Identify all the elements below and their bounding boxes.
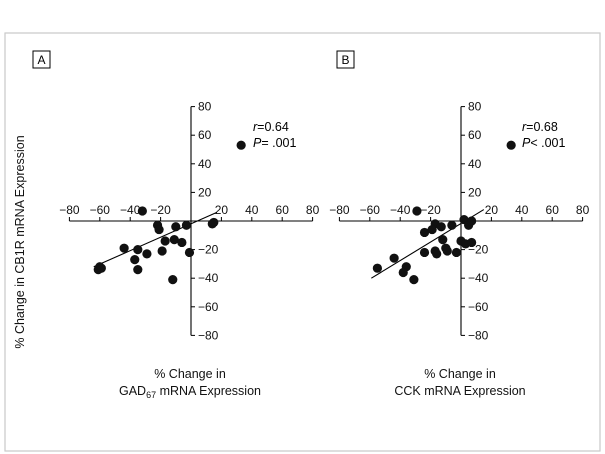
data-point: [451, 247, 462, 258]
data-point: [168, 275, 178, 285]
x-axis-label-line2: CCK mRNA Expression: [394, 384, 525, 398]
y-tick-label: 60: [468, 128, 482, 142]
x-tick-label: 40: [515, 203, 529, 217]
data-point: [169, 234, 179, 245]
data-point: [133, 265, 143, 275]
data-point: [177, 237, 187, 248]
y-tick-label: 80: [468, 100, 482, 114]
x-tick-label: 80: [306, 203, 320, 217]
data-point: [419, 247, 430, 258]
data-point: [442, 246, 452, 256]
data-point: [130, 255, 140, 265]
x-axis-label-line2: GAD67 mRNA Expression: [119, 384, 261, 400]
x-tick-label: −20: [420, 203, 441, 217]
data-point: [506, 140, 516, 150]
panel-letter-box: [336, 50, 355, 69]
data-point: [412, 206, 422, 216]
stat-p: P= .001: [253, 136, 296, 150]
panel-letter: B: [341, 53, 349, 67]
data-point: [427, 224, 437, 235]
x-axis-label-line1: % Change in: [154, 367, 226, 381]
data-point: [447, 220, 457, 230]
y-tick-label: −60: [198, 300, 219, 314]
x-tick-label: 20: [485, 203, 499, 217]
stat-p: P< .001: [522, 136, 565, 150]
data-point: [432, 249, 442, 259]
stat-r: r=0.64: [253, 120, 289, 134]
panel-a: A −80 −60 −40 −20 20 40 60 80 80 60 40 20 −20 −40 −60 −8…: [32, 50, 320, 400]
data-point: [157, 246, 167, 256]
data-point: [372, 263, 382, 273]
data-point: [171, 222, 181, 232]
data-point: [467, 216, 477, 226]
x-tick-label: −60: [360, 203, 381, 217]
y-tick-label: −40: [468, 271, 489, 285]
x-tick-label: −40: [390, 203, 411, 217]
x-tick-label: 80: [576, 203, 590, 217]
y-tick-label: −80: [198, 328, 219, 342]
data-point: [209, 217, 219, 228]
stat-r: r=0.68: [522, 120, 558, 134]
x-tick-label: −20: [150, 203, 171, 217]
data-point: [142, 249, 152, 259]
data-point: [438, 234, 448, 245]
panel-b: B−80 −60 −40 −20 20 40 60 8080604020−20−40−60−8…: [329, 50, 590, 398]
panel-letter-box: [32, 50, 51, 69]
x-tick-label: −80: [329, 203, 350, 217]
y-tick-label: 20: [198, 185, 212, 199]
y-tick-label: 40: [198, 157, 212, 171]
data-point: [119, 243, 129, 253]
y-tick-label: −20: [198, 243, 219, 257]
data-point: [181, 220, 192, 230]
x-tick-label: 60: [276, 203, 290, 217]
data-point: [160, 236, 170, 246]
data-point: [467, 237, 477, 248]
y-tick-label: 60: [198, 128, 212, 142]
figure-frame: [4, 32, 601, 452]
x-tick-label: 20: [215, 203, 229, 217]
data-point: [419, 227, 430, 238]
y-tick-label: −40: [198, 271, 219, 285]
data-point: [398, 267, 408, 278]
y-axis-label: % Change in CB1R mRNA Expression: [13, 135, 27, 348]
data-point: [96, 263, 106, 273]
x-tick-label: 40: [245, 203, 259, 217]
data-point: [133, 245, 143, 255]
x-tick-label: 60: [546, 203, 560, 217]
y-tick-label: −80: [468, 328, 489, 342]
y-tick-label: 40: [468, 157, 482, 171]
data-point: [409, 275, 419, 285]
panel-letter: A: [37, 53, 45, 67]
y-tick-label: −60: [468, 300, 489, 314]
x-tick-label: −40: [120, 203, 141, 217]
x-tick-label: −80: [59, 203, 80, 217]
data-point: [236, 140, 246, 150]
y-tick-label: 80: [198, 100, 212, 114]
data-point: [137, 206, 147, 216]
data-point: [184, 247, 195, 258]
x-axis-label-line1: % Change in: [424, 367, 496, 381]
x-tick-label: −60: [90, 203, 111, 217]
data-point: [389, 253, 399, 263]
data-point: [436, 222, 446, 232]
y-tick-label: 20: [468, 185, 482, 199]
regression-line: [93, 211, 218, 268]
data-point: [154, 224, 164, 235]
